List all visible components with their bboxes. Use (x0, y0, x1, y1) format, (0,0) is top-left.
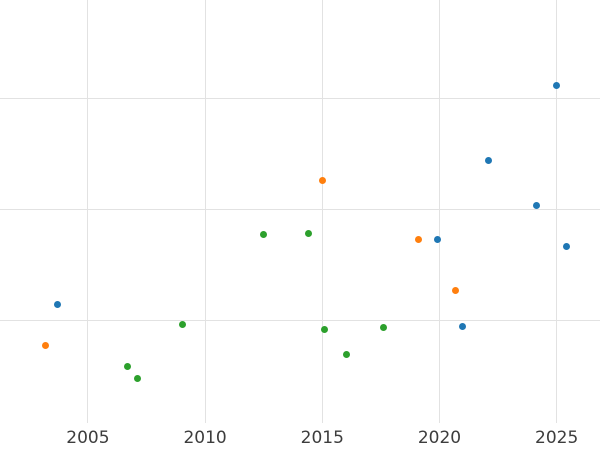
blue-series-point (433, 236, 441, 244)
x-tick-label: 2020 (417, 428, 462, 448)
horizontal-gridline (0, 98, 600, 100)
x-tick-label: 2005 (66, 428, 110, 448)
x-tick-label: 2025 (535, 428, 579, 448)
horizontal-gridline (0, 209, 600, 211)
orange-series-point (42, 341, 50, 349)
horizontal-gridline (0, 320, 600, 322)
green-series-point (304, 229, 312, 237)
vertical-gridline (556, 0, 558, 423)
blue-series-point (459, 322, 467, 330)
green-series-point (343, 350, 351, 358)
x-tick-label: 2010 (183, 428, 227, 448)
orange-series-point (318, 177, 326, 185)
blue-series-point (533, 201, 541, 209)
vertical-gridline (321, 0, 323, 423)
green-series-point (321, 326, 329, 334)
vertical-gridline (204, 0, 206, 423)
green-series-point (124, 362, 132, 370)
green-series-point (133, 375, 141, 383)
plot-area (0, 0, 600, 423)
green-series-point (260, 230, 268, 238)
blue-series-point (562, 242, 570, 250)
orange-series-point (414, 236, 422, 244)
orange-series-point (452, 287, 460, 295)
x-tick-label: 2015 (300, 428, 344, 448)
blue-series-point (485, 157, 493, 165)
vertical-gridline (438, 0, 440, 423)
vertical-gridline (87, 0, 89, 423)
green-series-point (179, 320, 187, 328)
blue-series-point (53, 300, 61, 308)
green-series-point (379, 324, 387, 332)
blue-series-point (553, 81, 561, 89)
